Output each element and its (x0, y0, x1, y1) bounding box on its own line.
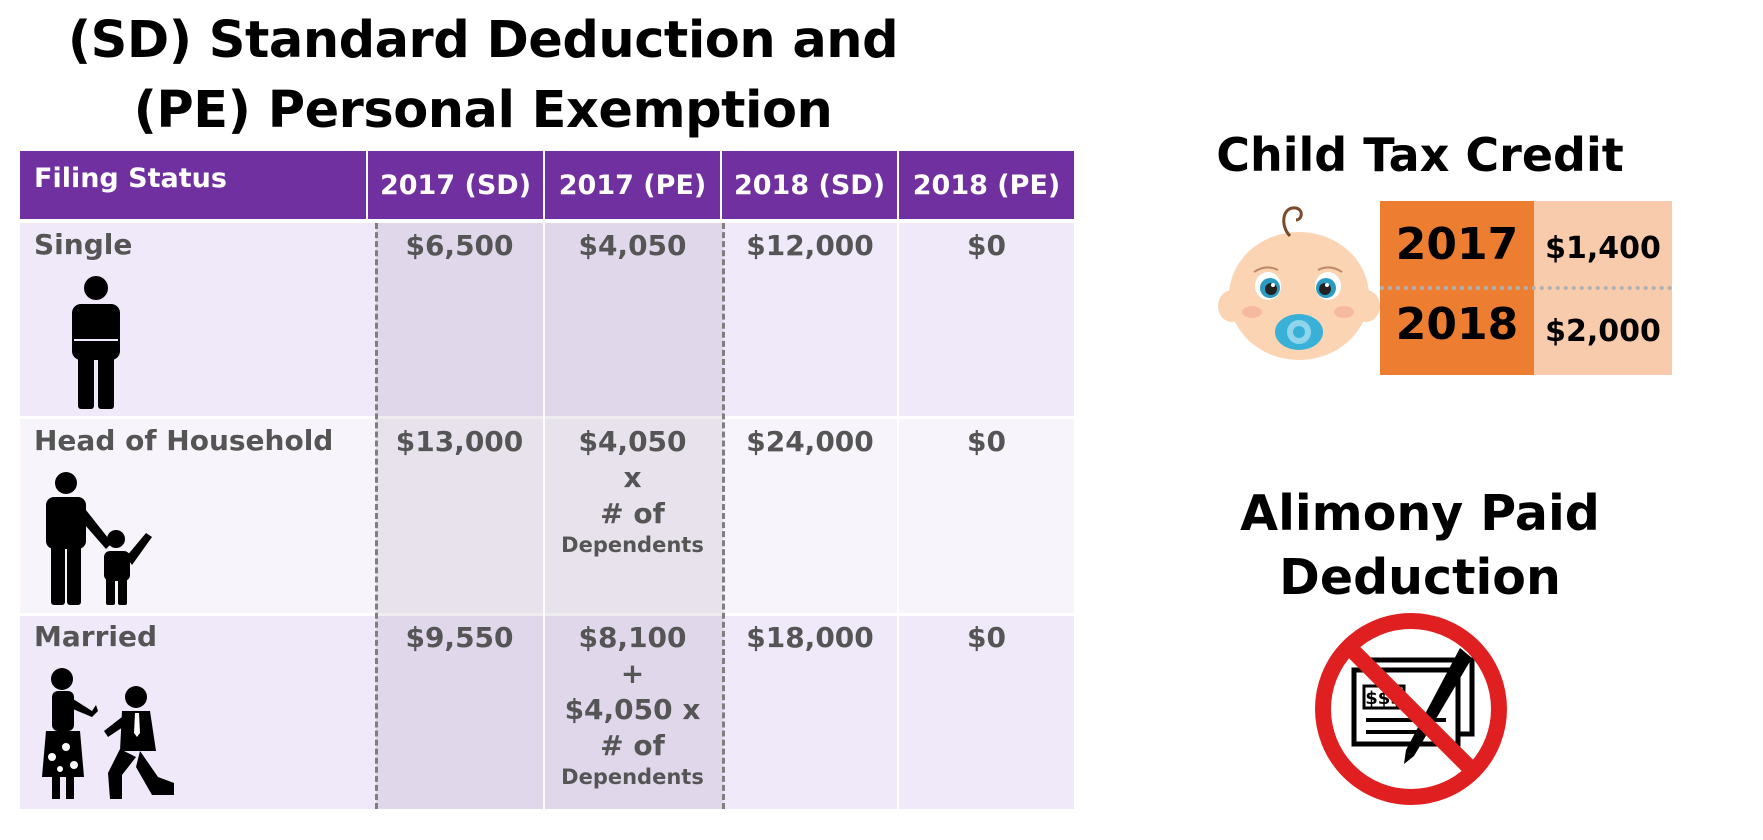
ctc-year-2017: 2017 (1380, 201, 1534, 288)
ctc-amount-2018: $2,000 (1534, 288, 1672, 375)
pen-icon (1404, 648, 1472, 764)
ctc-year-2018: 2018 (1380, 288, 1534, 375)
cell-hoh-2017-pe: $4,050 x # of Dependents (545, 424, 720, 558)
column-separator (897, 223, 899, 809)
child-tax-credit-table: 2017 $1,400 2018 $2,000 (1380, 201, 1672, 375)
baby-with-pacifier-icon (1218, 206, 1380, 360)
alimony-title-line-2: Deduction (1279, 549, 1561, 606)
cell-married-2018-pe: $0 (967, 621, 1006, 654)
header-filing-status: Filing Status (20, 151, 366, 219)
main-title-line-2: (PE) Personal Exemption (133, 81, 833, 140)
cell-hoh-2017-sd: $13,000 (395, 425, 524, 458)
alimony-title-line-1: Alimony Paid (1240, 485, 1600, 542)
cell-married-2017-sd: $9,550 (405, 621, 514, 654)
dashed-divider-left (375, 223, 378, 809)
cell-hoh-2018-pe: $0 (967, 425, 1006, 458)
cell-single-2017-sd: $6,500 (405, 229, 514, 262)
no-check-signing-icon: $$$ (1315, 613, 1507, 805)
2017-column-shading (376, 223, 723, 809)
single-person-icon (72, 276, 120, 409)
cell-married-2017-pe-line: $8,100 (578, 621, 687, 654)
child-tax-credit-title: Child Tax Credit (1216, 128, 1624, 182)
cell-married-2017-pe-line: # of (600, 729, 665, 762)
deduction-table: Filing Status 2017 (SD) 2017 (PE) 2018 (… (20, 151, 1074, 809)
cell-married-2017-pe-dependents: Dependents (561, 765, 704, 789)
header-2017-sd: 2017 (SD) (366, 151, 543, 219)
cell-single-2018-sd: $12,000 (746, 229, 874, 262)
header-2017-pe: 2017 (PE) (543, 151, 720, 219)
ctc-dotted-divider (1380, 286, 1672, 290)
status-label-single: Single (34, 228, 133, 261)
cell-hoh-2017-pe-line: # of (600, 497, 665, 530)
cell-married-2017-pe-line: + (620, 657, 645, 690)
header-2018-sd: 2018 (SD) (720, 151, 897, 219)
ctc-amount-2017: $1,400 (1534, 201, 1672, 288)
header-2018-pe: 2018 (PE) (897, 151, 1074, 219)
parent-and-child-icon (46, 472, 152, 605)
main-title-line-1: (SD) Standard Deduction and (67, 11, 899, 70)
main-title: (SD) Standard Deduction and (PE) Persona… (18, 6, 948, 146)
cell-hoh-2017-pe-dependents: Dependents (561, 533, 704, 557)
cell-hoh-2017-pe-line: x (623, 461, 642, 494)
cell-married-2017-pe: $8,100 + $4,050 x # of Dependents (545, 620, 720, 790)
column-separator (543, 223, 545, 809)
status-label-married: Married (34, 620, 158, 653)
status-label-head-of-household: Head of Household (34, 424, 334, 457)
cell-single-2018-pe: $0 (967, 229, 1006, 262)
cell-married-2018-sd: $18,000 (746, 621, 874, 654)
married-couple-proposal-icon (42, 668, 174, 799)
alimony-title: Alimony Paid Deduction (1180, 482, 1660, 610)
cell-single-2017-pe: $4,050 (545, 228, 720, 264)
cell-married-2017-pe-line: $4,050 x (564, 693, 701, 726)
cell-single-2017-pe-line: $4,050 (578, 229, 687, 262)
cell-hoh-2018-sd: $24,000 (746, 425, 874, 458)
dashed-divider-right (722, 223, 725, 809)
cell-hoh-2017-pe-line: $4,050 (578, 425, 687, 458)
